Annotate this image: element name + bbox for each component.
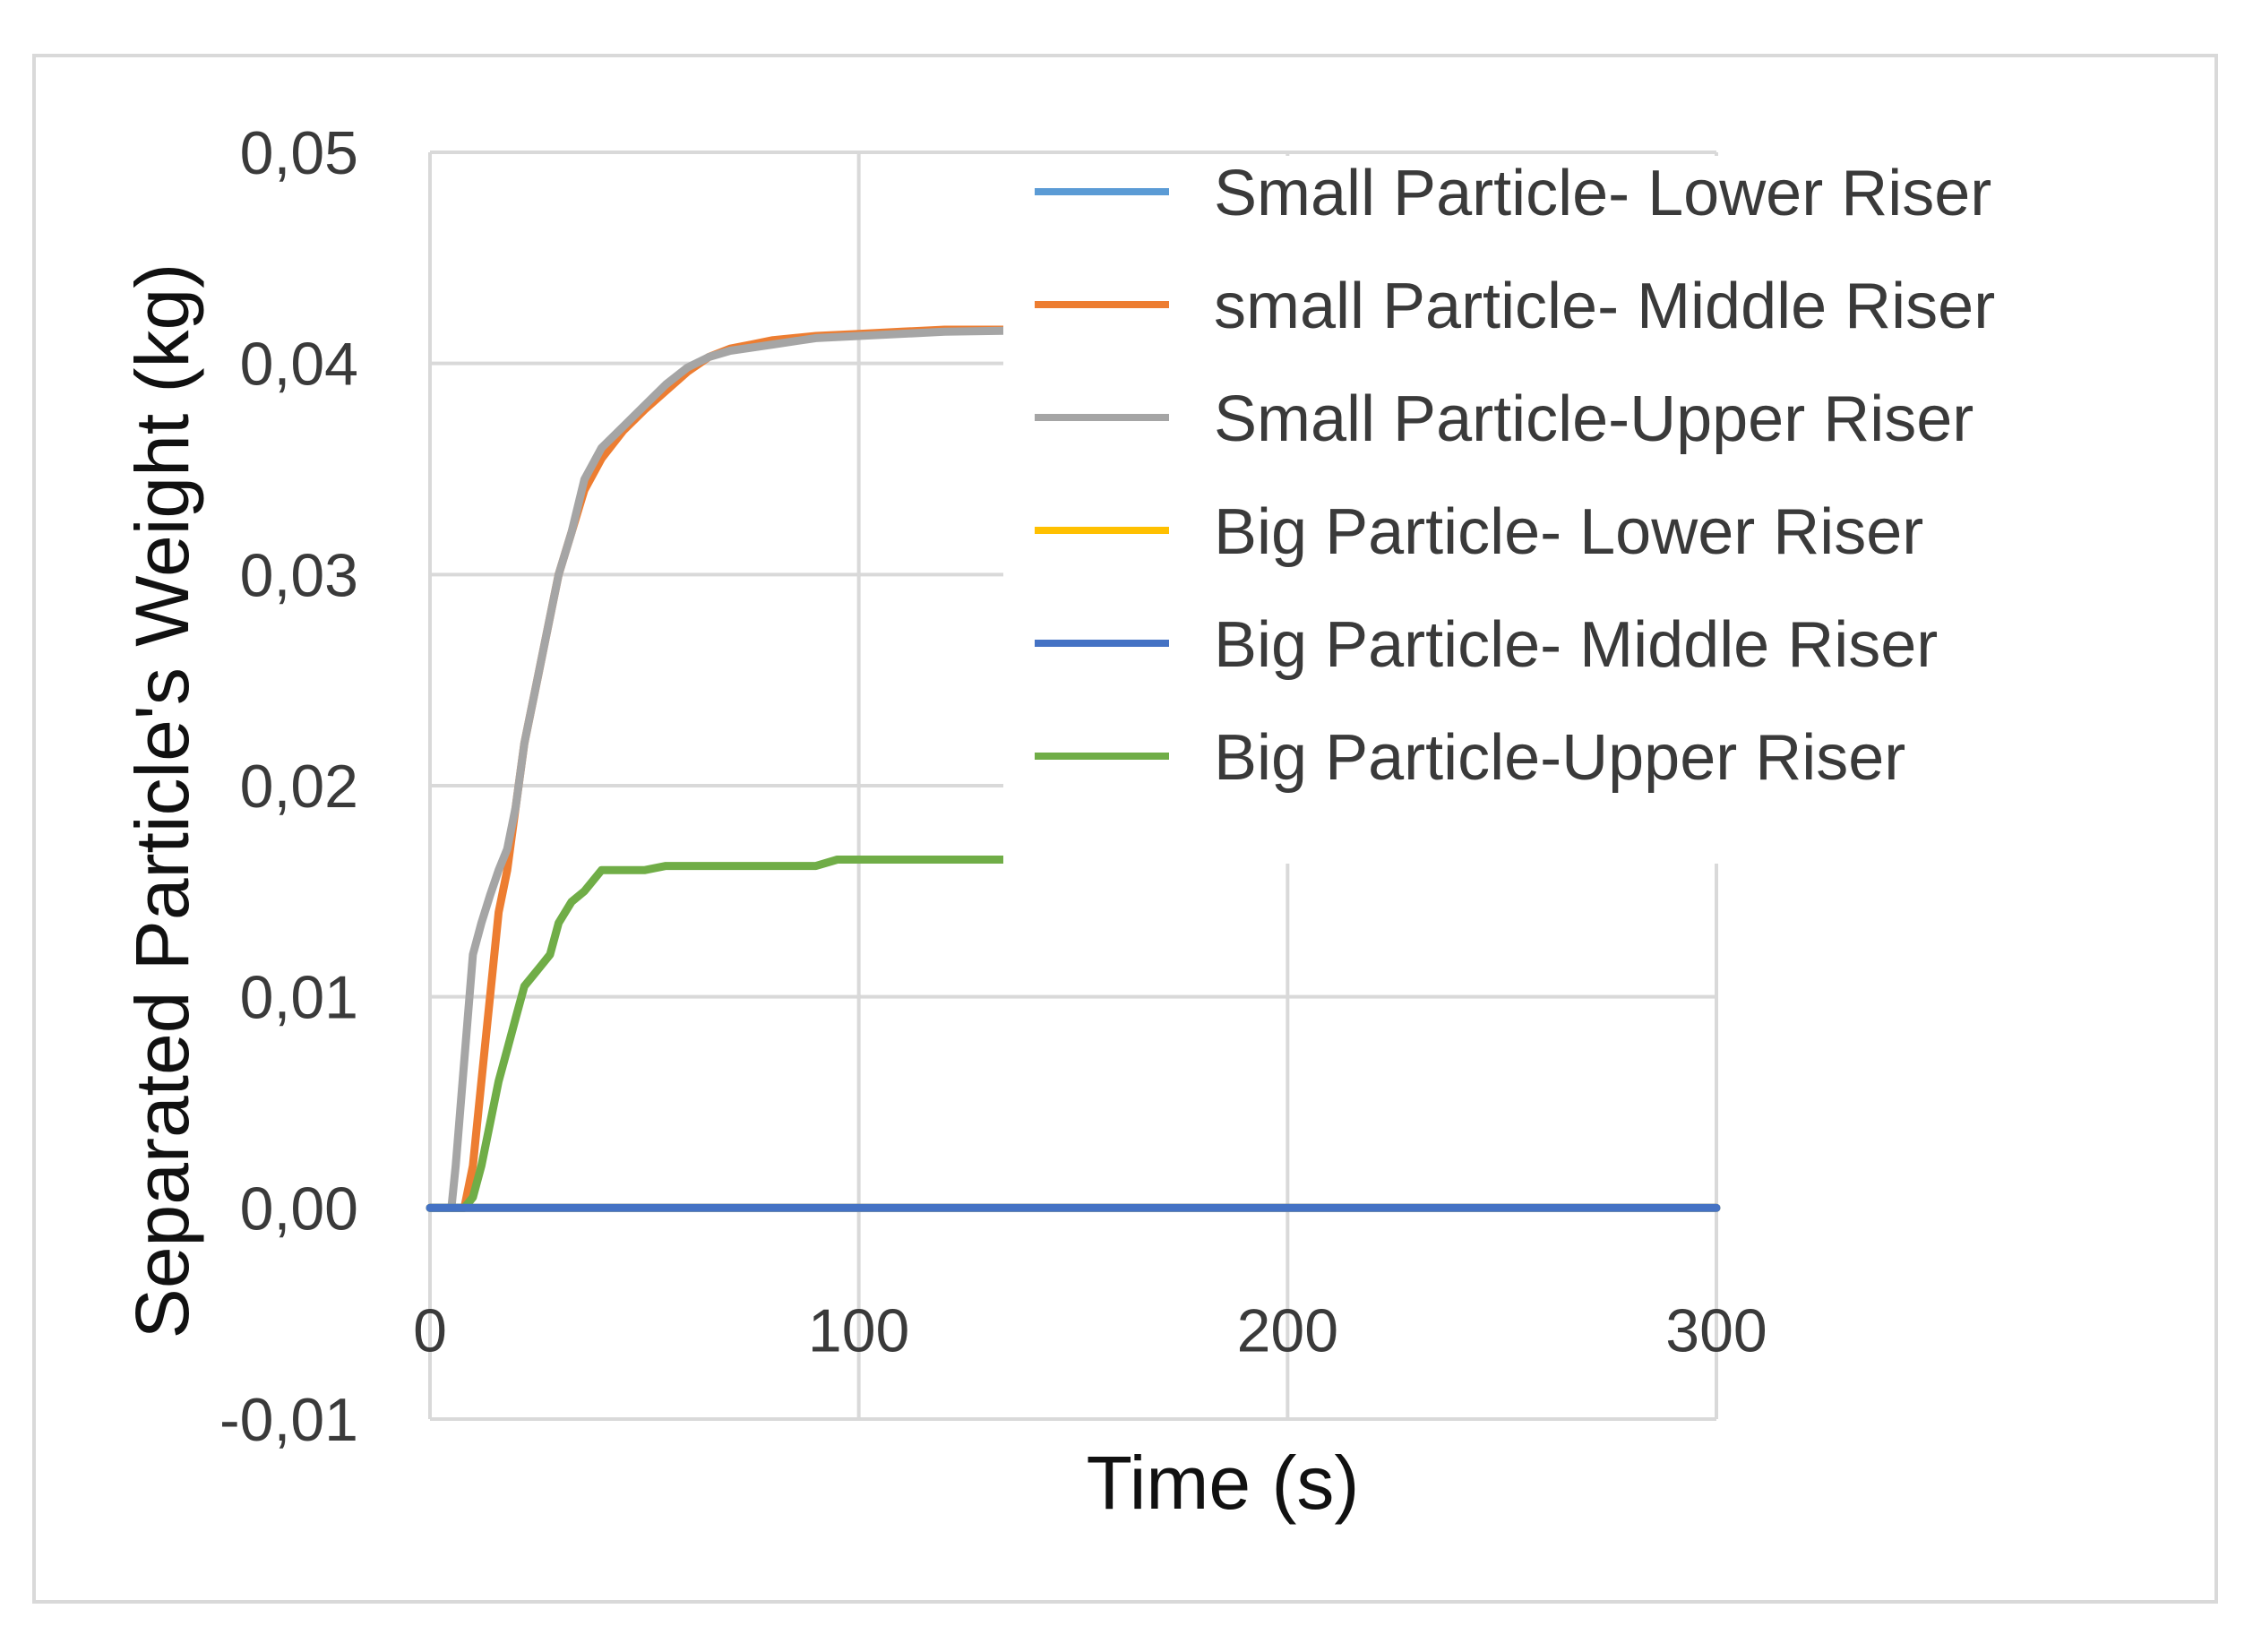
y-tick-label: 0,04 (240, 331, 358, 399)
series-line-3 (426, 325, 1721, 1212)
series-line-6 (426, 856, 1721, 1212)
legend-label: Small Particle- Lower Riser (1214, 158, 1991, 229)
legend-label: Big Particle- Middle Riser (1214, 609, 1938, 681)
x-tick-label: 200 (1237, 1296, 1338, 1364)
line-chart: 0,05 0,04 0,03 0,02 0,01 0,00 -0,01 0 100 200 300… (120, 119, 2159, 1525)
legend-label: Small Particle-Upper Riser (1214, 383, 1974, 455)
y-tick-label: 0,05 (240, 119, 358, 187)
chart-frame: 0,05 0,04 0,03 0,02 0,01 0,00 -0,01 0 100 200 300… (32, 54, 2218, 1604)
legend-label: small Particle- Middle Riser (1214, 271, 1995, 342)
y-tick-label: 0,03 (240, 541, 358, 609)
x-axis-title: Time (s) (1087, 1441, 1360, 1525)
legend-background (1003, 156, 2159, 864)
y-axis-ticks: 0,05 0,04 0,03 0,02 0,01 0,00 -0,01 (219, 119, 358, 1454)
legend: Small Particle- Lower Riser small Particl… (1003, 156, 2159, 864)
legend-label: Big Particle- Lower Riser (1214, 496, 1923, 568)
x-tick-label: 100 (808, 1296, 909, 1364)
y-axis-title: Separated Particle's Weight (kg) (120, 263, 204, 1338)
y-tick-label: 0,02 (240, 753, 358, 821)
legend-label: Big Particle-Upper Riser (1214, 722, 1905, 794)
y-tick-label: 0,01 (240, 964, 358, 1032)
series-lines (426, 325, 1721, 1212)
x-tick-label: 300 (1665, 1296, 1767, 1364)
x-axis-ticks: 0 100 200 300 (413, 1296, 1767, 1364)
x-tick-label: 0 (413, 1296, 447, 1364)
y-tick-label: -0,01 (219, 1386, 358, 1454)
y-tick-label: 0,00 (240, 1174, 358, 1243)
